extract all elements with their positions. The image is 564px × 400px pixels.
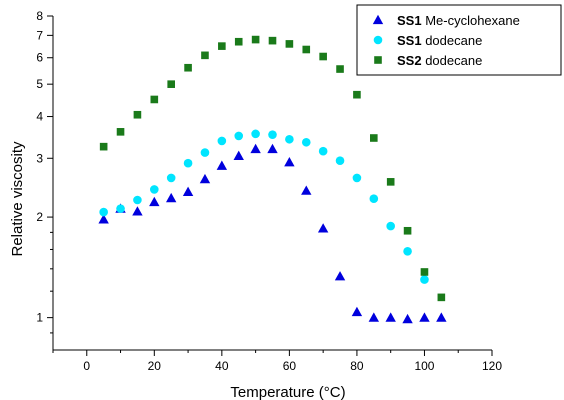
series-2 — [99, 129, 429, 284]
x-tick-label: 40 — [215, 359, 229, 373]
data-point — [133, 195, 142, 205]
data-point — [335, 156, 345, 166]
series-1 — [98, 143, 447, 324]
data-point — [167, 80, 175, 88]
data-point — [116, 128, 125, 136]
data-point — [420, 268, 429, 276]
data-point — [98, 214, 109, 224]
legend-series-name: SS2 — [397, 53, 422, 68]
data-point — [403, 226, 412, 235]
data-point — [233, 150, 244, 161]
data-point — [317, 223, 329, 233]
x-tick-label: 100 — [414, 359, 434, 373]
data-point — [385, 312, 396, 322]
ticks: 0 20 40 60 80 100 120 1 2 3 4 5 6 7 8 — [36, 9, 502, 373]
data-point — [99, 207, 108, 217]
data-point — [132, 206, 143, 216]
data-point — [301, 137, 311, 147]
data-point — [402, 313, 413, 324]
x-tick-label: 0 — [83, 359, 90, 373]
x-tick-label: 120 — [482, 359, 502, 373]
data-point — [251, 129, 260, 139]
data-point — [133, 110, 142, 119]
data-point — [386, 221, 395, 231]
data-point — [437, 293, 446, 302]
x-tick-label: 20 — [148, 359, 162, 373]
legend-series-name: SS1 — [397, 13, 422, 28]
data-point — [353, 90, 361, 99]
legend-box — [356, 4, 562, 76]
axes — [52, 16, 492, 351]
series-3 — [99, 35, 446, 302]
data-point — [251, 35, 260, 44]
data-point — [403, 246, 412, 256]
data-point — [166, 173, 176, 183]
data-point — [183, 158, 193, 168]
data-point — [284, 156, 295, 167]
data-point — [368, 312, 380, 322]
data-point — [116, 204, 125, 213]
data-point — [165, 192, 177, 203]
legend-marker — [372, 14, 384, 25]
x-axis-title: Temperature (°C) — [230, 384, 345, 400]
legend-entry: SS1 dodecane — [397, 33, 482, 48]
data-point — [216, 160, 228, 170]
y-tick-label: 5 — [36, 77, 43, 91]
data-point — [268, 130, 277, 139]
data-point — [419, 312, 430, 322]
data-point — [370, 134, 378, 142]
data-point — [182, 186, 194, 197]
data-point — [199, 173, 211, 184]
legend-entry: SS2 dodecane — [397, 53, 482, 68]
data-point — [150, 185, 159, 194]
legend-marker — [374, 56, 382, 64]
legend-series-solvent: Me-cyclohexane — [422, 13, 520, 28]
data-point — [285, 134, 294, 144]
x-tick-label: 60 — [283, 359, 297, 373]
legend-series-solvent: dodecane — [422, 53, 483, 68]
data-marks — [98, 35, 447, 324]
x-tick-label: 80 — [350, 359, 364, 373]
data-point — [200, 148, 210, 157]
legend-marker — [373, 35, 383, 45]
data-point — [386, 178, 395, 186]
y-tick-label: 1 — [36, 311, 43, 325]
data-point — [150, 95, 159, 104]
data-point — [420, 275, 429, 284]
data-point — [318, 146, 328, 156]
data-point — [217, 136, 227, 146]
y-tick-label: 2 — [36, 210, 43, 224]
data-point — [218, 42, 226, 50]
data-point — [250, 143, 261, 154]
data-point — [149, 196, 160, 207]
data-point — [184, 63, 192, 72]
data-point — [319, 52, 327, 61]
y-tick-label: 7 — [36, 28, 43, 42]
data-point — [234, 131, 244, 141]
legend-entry: SS1 Me-cyclohexane — [397, 13, 520, 28]
data-point — [351, 306, 363, 317]
data-point — [336, 65, 344, 73]
data-point — [369, 194, 379, 204]
y-tick-label: 4 — [36, 110, 43, 124]
legend-series-name: SS1 — [397, 33, 422, 48]
legend-series-solvent: dodecane — [422, 33, 483, 48]
data-point — [334, 271, 346, 281]
data-point — [436, 312, 447, 322]
data-point — [99, 142, 108, 151]
data-point — [267, 143, 278, 154]
y-tick-label: 3 — [36, 151, 43, 165]
y-axis-title: Relative viscosity — [9, 141, 26, 257]
data-point — [301, 185, 312, 195]
data-point — [234, 37, 243, 46]
data-point — [352, 173, 362, 183]
y-tick-label: 8 — [36, 9, 43, 23]
y-tick-label: 6 — [36, 51, 43, 65]
data-point — [201, 51, 209, 60]
data-point — [285, 40, 294, 48]
data-point — [302, 45, 311, 54]
data-point — [268, 36, 277, 45]
